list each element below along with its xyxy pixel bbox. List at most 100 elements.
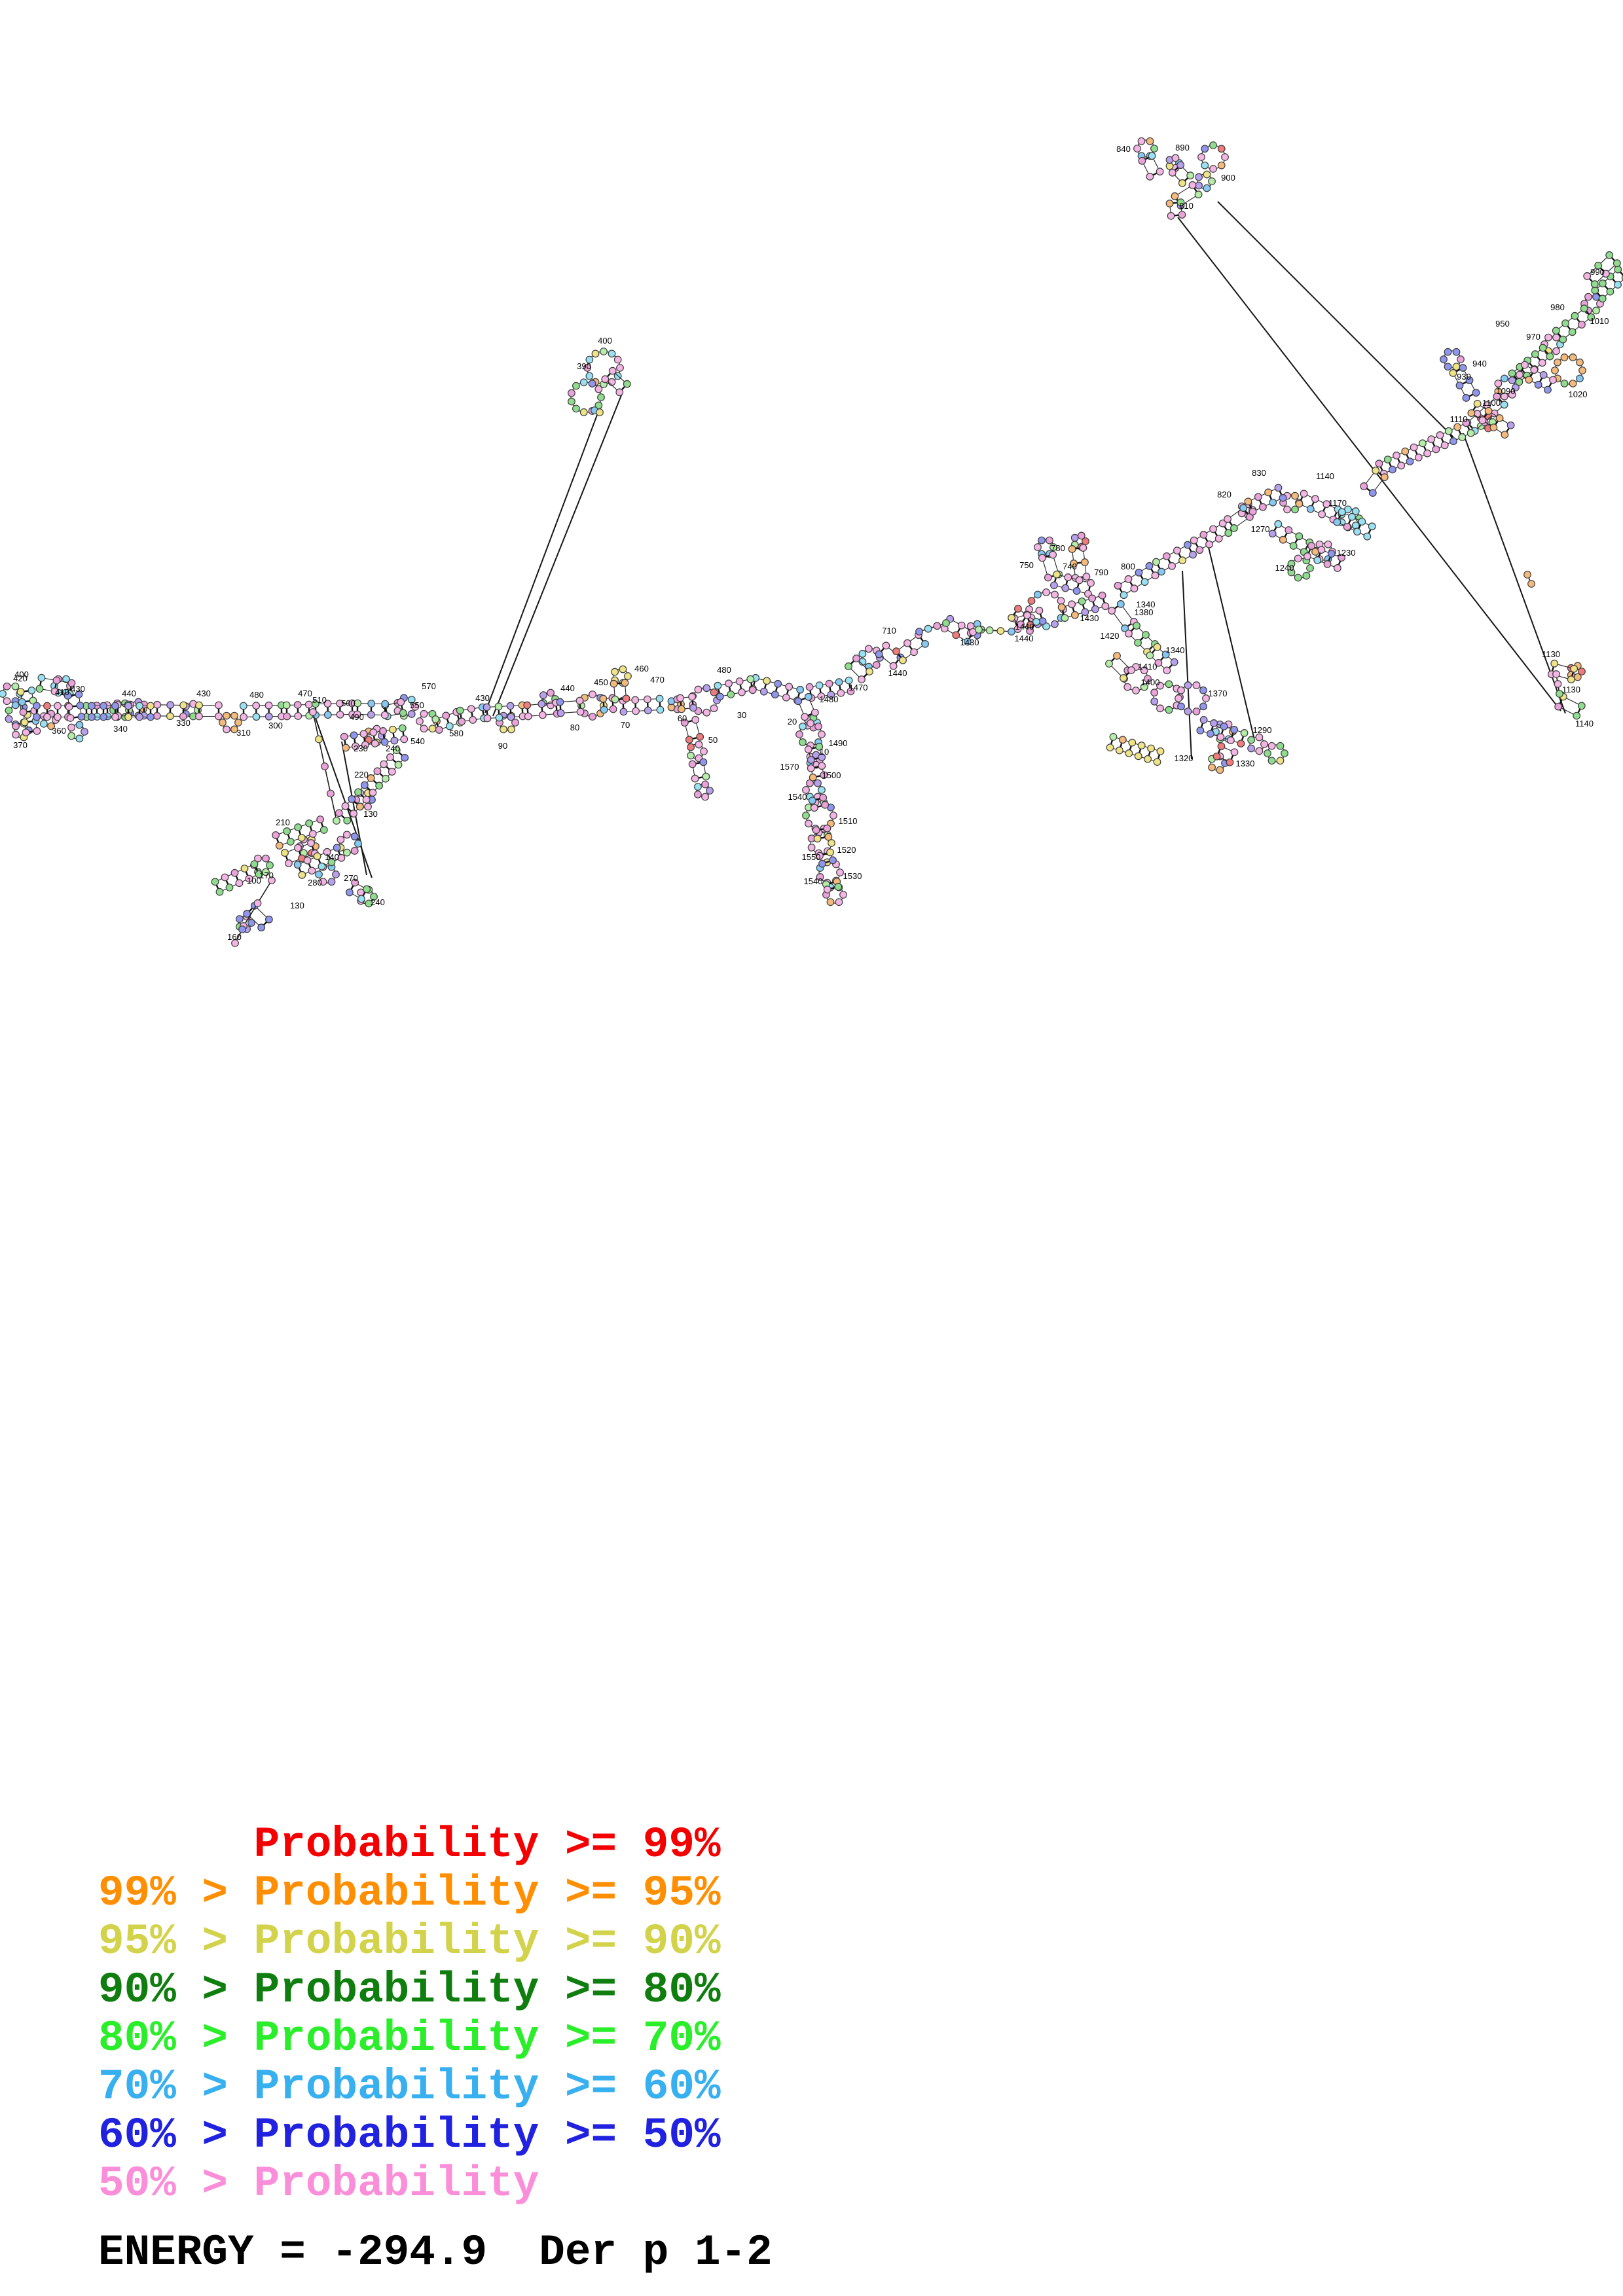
svg-text:1130: 1130 [1542,649,1560,659]
svg-text:1530: 1530 [843,871,862,881]
svg-text:1480: 1480 [820,694,839,704]
svg-text:300: 300 [268,721,283,730]
svg-text:940: 940 [1472,359,1487,368]
residue-labels: 840 8909008109309409509709809901010102010… [13,143,1609,942]
svg-text:1340: 1340 [1166,645,1185,655]
svg-text:1490: 1490 [829,738,848,748]
svg-text:800: 800 [1121,562,1135,571]
svg-text:480: 480 [249,690,264,700]
legend-row-2: 99% > Probability >= 95% [98,1869,721,1918]
loops [0,137,1604,933]
svg-text:990: 990 [1590,267,1605,277]
svg-text:280: 280 [308,878,322,888]
svg-text:440: 440 [122,689,136,698]
svg-text:810: 810 [1179,201,1194,211]
svg-text:950: 950 [1495,319,1510,329]
svg-text:470: 470 [650,675,665,685]
svg-text:500: 500 [341,698,356,708]
svg-text:580: 580 [449,728,464,738]
legend-row-5: 80% > Probability >= 70% [98,2014,721,2063]
svg-text:1440: 1440 [1015,634,1034,643]
svg-text:450: 450 [594,677,608,687]
svg-text:430: 430 [71,684,85,694]
svg-text:1270: 1270 [1251,524,1270,534]
svg-text:90: 90 [498,741,507,751]
svg-text:550: 550 [410,700,424,710]
svg-text:970: 970 [1526,332,1541,342]
svg-text:1430: 1430 [960,637,979,647]
legend-row-8: 50% > Probability [98,2159,539,2208]
svg-text:420: 420 [13,673,27,683]
svg-text:1410: 1410 [1139,662,1158,672]
svg-text:1440: 1440 [888,668,907,678]
svg-text:1570: 1570 [780,762,799,772]
svg-text:750: 750 [1019,560,1034,570]
svg-text:60: 60 [678,713,687,723]
svg-text:50: 50 [708,735,718,745]
svg-text:1430: 1430 [1080,613,1099,623]
energy-caption: ENERGY = -294.9 Der p 1-2 [98,2228,773,2277]
svg-text:1550: 1550 [802,852,821,862]
svg-text:1540: 1540 [788,792,807,802]
svg-text:1230: 1230 [1337,548,1356,558]
svg-text:1140: 1140 [1575,719,1594,728]
svg-text:1510: 1510 [839,816,858,826]
single-strands [231,406,1563,947]
svg-text:460: 460 [634,664,649,673]
svg-text:70: 70 [621,720,630,730]
svg-text:1320: 1320 [1175,753,1194,763]
svg-text:830: 830 [1252,468,1266,478]
svg-text:1100: 1100 [1482,398,1501,408]
svg-text:480: 480 [717,665,731,675]
svg-text:1330: 1330 [1236,759,1255,768]
svg-text:1290: 1290 [1253,725,1272,735]
legend-row-3: 95% > Probability >= 90% [98,1917,721,1966]
svg-text:1140: 1140 [1316,471,1334,481]
svg-text:1020: 1020 [1569,389,1588,399]
svg-text:430: 430 [475,693,490,703]
svg-text:510: 510 [312,695,327,705]
svg-text:30: 30 [737,710,746,720]
svg-text:230: 230 [354,744,368,753]
svg-text:160: 160 [227,932,242,942]
svg-text:400: 400 [598,336,612,346]
svg-text:270: 270 [344,873,358,883]
svg-text:1540: 1540 [804,876,823,886]
svg-text:360: 360 [52,726,66,736]
svg-text:1170: 1170 [1328,498,1347,508]
svg-text:1130: 1130 [1562,685,1580,694]
legend-row-6: 70% > Probability >= 60% [98,2062,721,2111]
svg-text:220: 220 [354,770,369,780]
svg-text:130: 130 [363,809,378,819]
svg-text:900: 900 [1221,173,1235,183]
svg-text:1380: 1380 [1135,607,1154,617]
long-range-lines [312,201,1566,878]
svg-text:890: 890 [1175,143,1190,152]
svg-text:780: 780 [1051,543,1065,553]
svg-text:20: 20 [788,717,797,726]
svg-text:340: 340 [113,724,128,734]
svg-text:840: 840 [1116,144,1131,154]
svg-text:540: 540 [410,736,425,746]
svg-text:1340: 1340 [1137,600,1156,609]
svg-text:1370: 1370 [1209,689,1228,698]
svg-text:1240: 1240 [1275,563,1294,573]
svg-text:1400: 1400 [1141,677,1160,687]
svg-text:370: 370 [13,740,27,750]
svg-text:210: 210 [276,817,290,827]
svg-text:930: 930 [1457,372,1471,382]
legend-row-7: 60% > Probability >= 50% [98,2111,721,2160]
svg-text:570: 570 [422,681,436,691]
svg-text:1440: 1440 [1015,622,1034,632]
svg-text:310: 310 [236,728,251,738]
svg-text:980: 980 [1550,302,1565,312]
svg-text:440: 440 [560,683,575,693]
svg-text:790: 790 [1094,567,1108,577]
svg-text:430: 430 [196,689,211,698]
svg-text:410: 410 [55,687,69,697]
svg-text:10: 10 [820,747,829,757]
svg-text:1500: 1500 [822,770,841,780]
svg-text:80: 80 [570,723,579,732]
